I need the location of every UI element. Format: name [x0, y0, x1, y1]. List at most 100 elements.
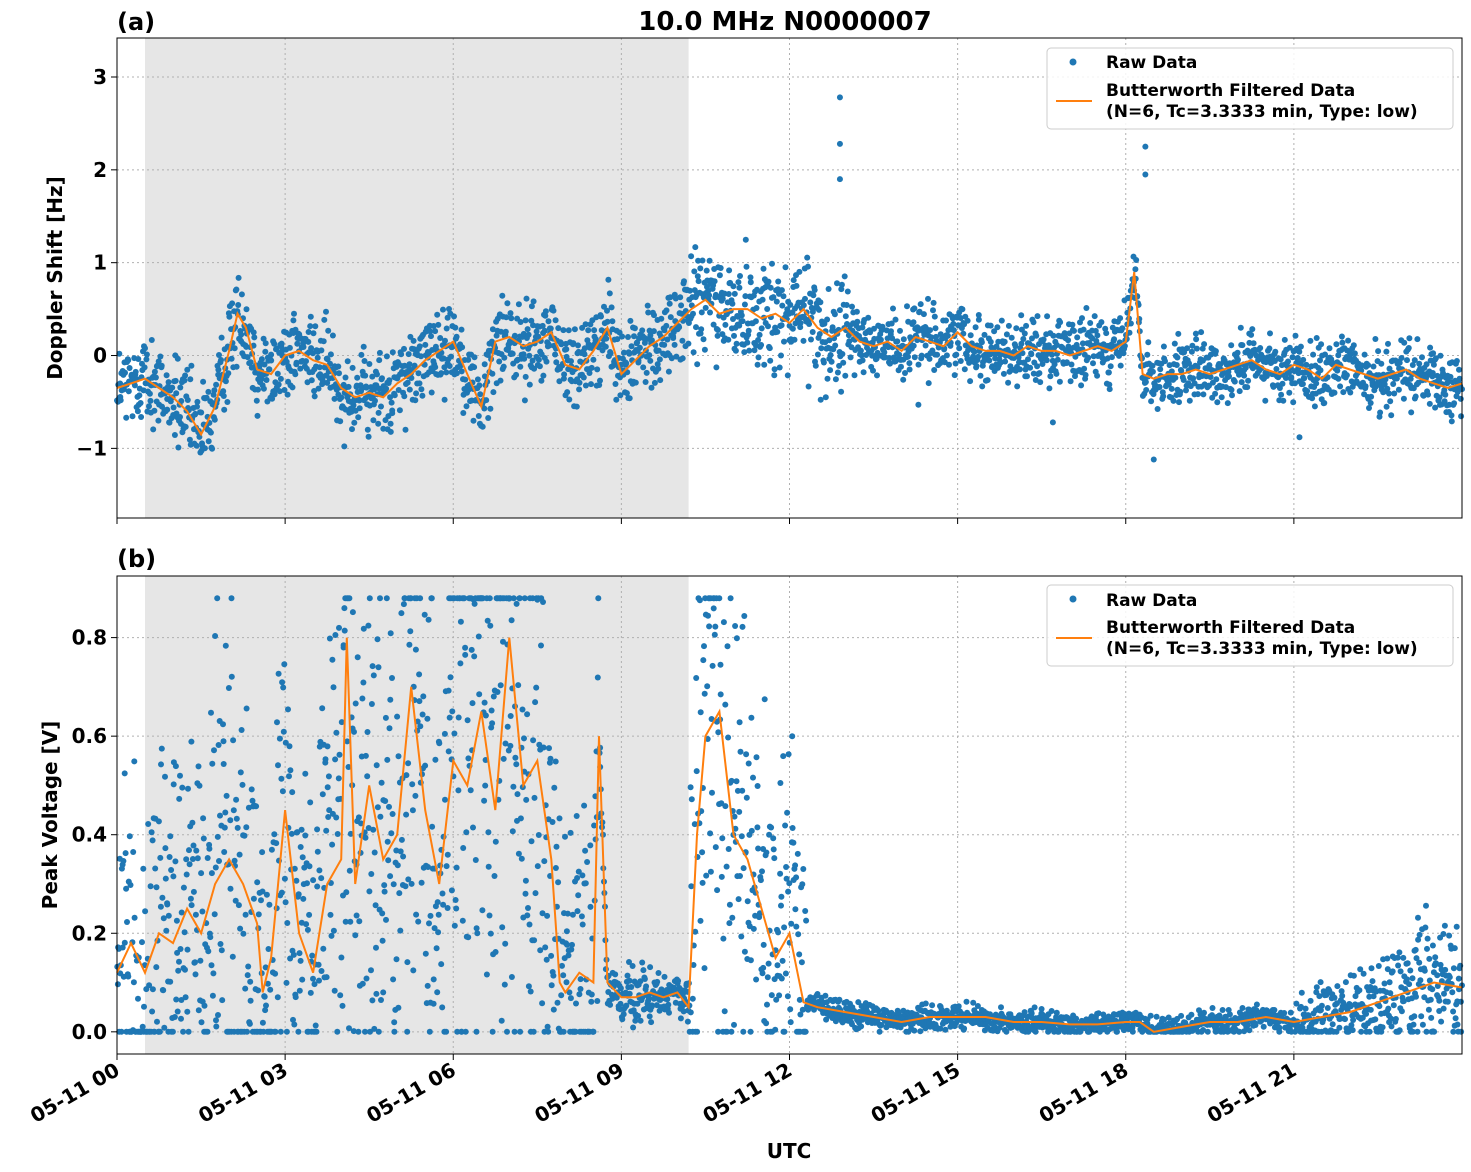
raw-data-point — [1339, 339, 1346, 346]
raw-data-point — [169, 1028, 176, 1035]
raw-data-point — [228, 673, 235, 680]
raw-data-point — [896, 351, 903, 358]
raw-data-point — [487, 405, 494, 412]
raw-data-point — [1154, 406, 1161, 412]
raw-data-point — [1181, 349, 1188, 356]
raw-data-point — [432, 756, 439, 763]
raw-data-point — [731, 1021, 737, 1028]
raw-data-point — [216, 858, 222, 864]
raw-data-point — [467, 787, 474, 794]
raw-data-point — [327, 351, 334, 358]
raw-data-point — [155, 417, 162, 424]
raw-data-point — [782, 970, 789, 977]
raw-data-point — [268, 357, 275, 364]
raw-data-point — [142, 908, 149, 915]
raw-data-point — [413, 390, 420, 397]
raw-data-point — [1193, 336, 1200, 343]
raw-data-point — [155, 818, 162, 825]
raw-data-point — [508, 315, 515, 322]
raw-data-point — [373, 990, 380, 997]
raw-data-point — [325, 814, 332, 820]
raw-data-point — [911, 305, 918, 312]
raw-data-point — [188, 738, 195, 745]
raw-data-point — [651, 312, 657, 319]
raw-data-point — [511, 332, 518, 339]
raw-data-point — [993, 343, 1000, 350]
raw-data-point — [247, 978, 254, 985]
raw-data-point — [713, 364, 720, 371]
raw-data-point — [1325, 386, 1332, 393]
raw-data-point — [608, 304, 615, 311]
raw-data-point — [1016, 366, 1023, 373]
raw-data-point — [745, 760, 752, 767]
raw-data-point — [1400, 395, 1407, 402]
y-tick-label: 0 — [93, 344, 107, 368]
raw-data-point — [1383, 403, 1390, 410]
raw-data-point — [266, 366, 273, 373]
raw-data-point — [556, 378, 563, 385]
raw-data-point — [588, 381, 594, 388]
raw-data-point — [198, 409, 205, 416]
raw-data-point — [753, 976, 760, 983]
raw-data-point — [505, 747, 512, 754]
raw-data-point — [831, 311, 838, 318]
raw-data-point — [227, 817, 234, 824]
raw-data-point — [824, 375, 831, 382]
raw-data-point — [532, 699, 539, 706]
raw-data-point — [149, 837, 156, 844]
raw-data-point — [764, 974, 771, 981]
raw-data-point — [530, 298, 537, 305]
raw-data-point — [1287, 1009, 1294, 1016]
raw-data-point — [591, 822, 598, 829]
raw-data-point — [664, 336, 671, 343]
raw-data-point — [499, 924, 506, 931]
raw-data-point — [277, 375, 284, 382]
raw-data-point — [311, 393, 318, 400]
raw-data-point — [532, 890, 539, 897]
raw-data-point — [566, 396, 573, 403]
raw-data-point — [1054, 356, 1061, 363]
raw-data-point — [1057, 319, 1064, 326]
raw-data-point — [254, 412, 261, 419]
raw-data-point — [413, 911, 420, 918]
raw-data-point — [767, 284, 774, 291]
raw-data-point — [494, 689, 501, 695]
raw-data-point — [1456, 375, 1463, 382]
raw-data-point — [481, 405, 488, 412]
raw-data-point — [755, 845, 762, 852]
raw-data-point — [781, 924, 788, 931]
raw-data-point — [435, 929, 442, 936]
raw-data-point — [387, 428, 394, 435]
raw-data-point — [512, 754, 519, 761]
raw-data-point — [860, 369, 867, 376]
raw-data-point — [1015, 354, 1022, 361]
raw-data-point — [834, 369, 841, 376]
raw-data-point — [355, 1028, 362, 1035]
raw-data-point — [514, 791, 521, 798]
raw-data-point — [905, 353, 911, 360]
raw-data-point — [372, 397, 378, 404]
raw-data-point — [286, 344, 293, 351]
raw-data-point — [407, 333, 414, 340]
raw-data-point — [387, 394, 394, 401]
raw-data-point — [581, 351, 588, 358]
raw-data-point — [406, 386, 413, 393]
raw-data-point — [994, 324, 1001, 331]
raw-data-point — [155, 358, 162, 365]
raw-data-point — [718, 873, 725, 880]
raw-data-point — [707, 309, 713, 316]
raw-data-point — [1331, 389, 1338, 396]
raw-data-point — [1037, 379, 1044, 386]
raw-data-point — [222, 809, 229, 816]
raw-data-point — [759, 296, 766, 303]
raw-data-point — [826, 337, 833, 344]
raw-data-point — [640, 364, 647, 371]
raw-data-point — [959, 306, 966, 313]
raw-data-point — [485, 863, 492, 870]
raw-data-point — [750, 774, 756, 781]
raw-data-point — [295, 891, 302, 898]
raw-data-point — [239, 781, 246, 788]
raw-data-point — [779, 302, 786, 309]
raw-data-point — [679, 337, 686, 344]
raw-data-point — [432, 364, 439, 371]
